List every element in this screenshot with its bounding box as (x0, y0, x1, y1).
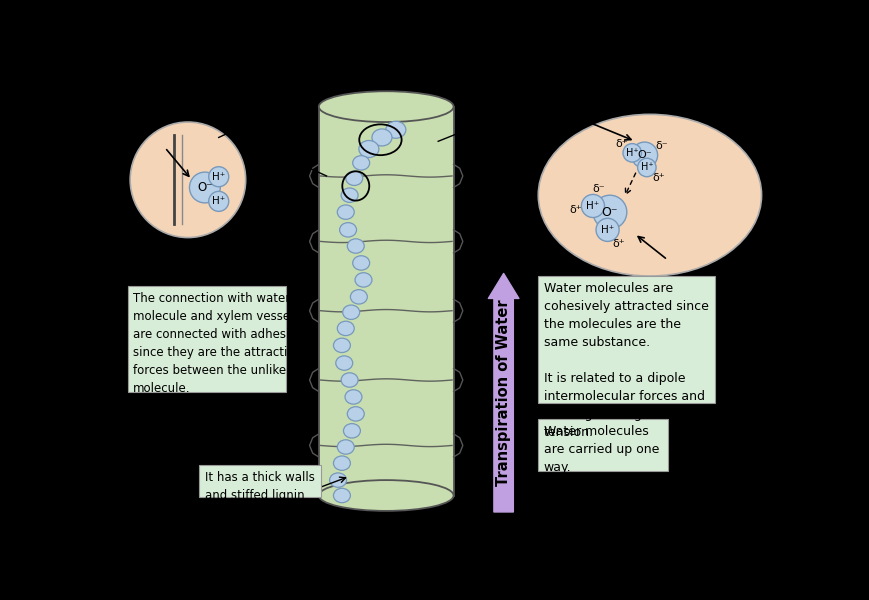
Ellipse shape (337, 205, 354, 220)
Circle shape (595, 218, 619, 241)
Ellipse shape (345, 390, 362, 404)
Ellipse shape (337, 440, 354, 454)
Text: Water molecules
are carried up one
way.: Water molecules are carried up one way. (543, 425, 659, 473)
Text: δ⁺: δ⁺ (612, 239, 625, 250)
Bar (318, 107, 453, 496)
Ellipse shape (335, 356, 352, 370)
Ellipse shape (372, 129, 392, 146)
Ellipse shape (350, 290, 367, 304)
Ellipse shape (538, 115, 760, 276)
Text: Transpiration of Water: Transpiration of Water (495, 299, 511, 486)
Circle shape (593, 195, 626, 229)
FancyBboxPatch shape (199, 464, 321, 497)
Ellipse shape (333, 456, 350, 470)
Circle shape (209, 167, 229, 187)
Circle shape (637, 158, 655, 177)
FancyBboxPatch shape (128, 286, 285, 392)
Ellipse shape (318, 480, 453, 511)
Ellipse shape (339, 223, 356, 237)
Ellipse shape (333, 488, 350, 503)
Text: O⁻: O⁻ (636, 150, 651, 160)
Text: δ⁺: δ⁺ (614, 139, 627, 149)
Text: It has a thick walls
and stiffed lignin.: It has a thick walls and stiffed lignin. (204, 471, 315, 502)
Ellipse shape (333, 338, 350, 353)
Ellipse shape (347, 239, 364, 253)
Text: δ⁻: δ⁻ (654, 141, 667, 151)
Circle shape (189, 172, 220, 203)
Circle shape (622, 143, 640, 162)
Ellipse shape (329, 473, 346, 487)
Ellipse shape (358, 140, 378, 158)
Circle shape (580, 194, 604, 218)
Ellipse shape (341, 188, 358, 202)
Ellipse shape (355, 273, 372, 287)
Ellipse shape (343, 424, 360, 438)
FancyArrowPatch shape (488, 274, 518, 512)
Circle shape (631, 142, 657, 168)
Circle shape (209, 191, 229, 211)
FancyBboxPatch shape (538, 419, 667, 471)
FancyBboxPatch shape (538, 276, 714, 403)
Text: δ⁺: δ⁺ (652, 173, 664, 183)
Ellipse shape (341, 373, 358, 387)
Text: H⁺: H⁺ (625, 148, 638, 158)
Ellipse shape (352, 256, 369, 270)
Text: H⁺: H⁺ (640, 163, 653, 172)
Text: O⁻: O⁻ (197, 181, 212, 194)
Text: H⁺: H⁺ (586, 201, 599, 211)
Ellipse shape (345, 171, 362, 185)
Ellipse shape (337, 321, 354, 335)
Ellipse shape (342, 305, 359, 319)
Text: The connection with water
molecule and xylem vessel
are connected with adhesion
: The connection with water molecule and x… (133, 292, 304, 395)
Text: H⁺: H⁺ (212, 172, 225, 182)
Text: O⁻: O⁻ (601, 206, 617, 218)
Text: δ⁻: δ⁻ (591, 184, 604, 194)
Text: H⁺: H⁺ (212, 196, 225, 206)
Ellipse shape (318, 91, 453, 122)
Ellipse shape (347, 407, 364, 421)
Circle shape (130, 122, 245, 238)
Ellipse shape (385, 121, 405, 138)
Text: H⁺: H⁺ (600, 225, 614, 235)
Text: δ⁺: δ⁺ (568, 205, 580, 215)
Ellipse shape (352, 155, 369, 170)
Text: Water molecules are
cohesively attracted since
the molecules are the
same substa: Water molecules are cohesively attracted… (543, 282, 707, 439)
